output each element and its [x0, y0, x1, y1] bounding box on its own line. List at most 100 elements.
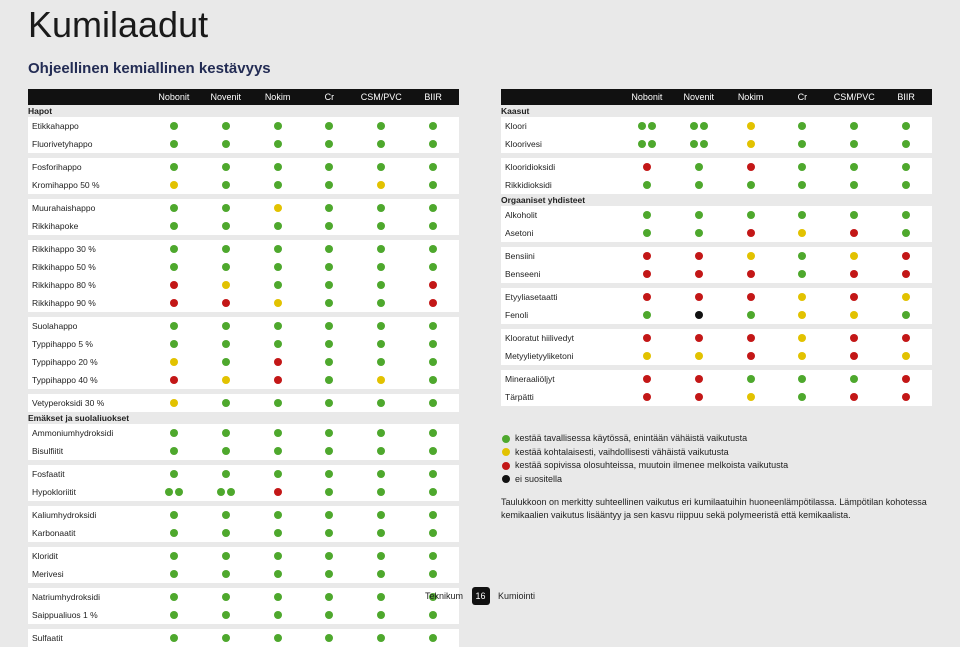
rating-dot	[407, 135, 459, 153]
rating-dot	[880, 117, 932, 135]
row-label: Rikkidioksidi	[501, 176, 621, 194]
rating-dot	[252, 158, 304, 176]
rating-dot	[355, 483, 407, 501]
rating-dot	[303, 258, 355, 276]
row-label: Rikkihappo 30 %	[28, 240, 148, 258]
rating-dot	[880, 388, 932, 406]
row-label: Merivesi	[28, 565, 148, 583]
rating-dot	[621, 117, 673, 135]
rating-dot	[880, 247, 932, 265]
table-row: Mineraaliöljyt	[501, 370, 932, 388]
rating-dot	[673, 176, 725, 194]
rating-dot	[621, 388, 673, 406]
section-header: Orgaaniset yhdisteet	[501, 194, 932, 206]
table-row: Kloorivesi	[501, 135, 932, 153]
rating-dot	[407, 394, 459, 412]
row-label: Ammoniumhydroksidi	[28, 424, 148, 442]
rating-dot	[725, 117, 777, 135]
row-label: Rikkihappo 80 %	[28, 276, 148, 294]
rating-dot	[673, 370, 725, 388]
rating-dot	[252, 565, 304, 583]
rating-dot	[673, 347, 725, 365]
row-label: Rikkihappo 50 %	[28, 258, 148, 276]
table-row: Kromihappo 50 %	[28, 176, 459, 194]
rating-dot	[621, 370, 673, 388]
table-row: Benseeni	[501, 265, 932, 283]
rating-dot	[200, 317, 252, 335]
table-row: Kloori	[501, 117, 932, 135]
legend-text: kestää sopivissa olosuhteissa, muutoin i…	[515, 460, 788, 470]
section-header: Emäkset ja suolaliuokset	[28, 412, 459, 424]
rating-dot	[252, 335, 304, 353]
row-label: Karbonaatit	[28, 524, 148, 542]
table-row: Alkoholit	[501, 206, 932, 224]
rating-dot	[407, 258, 459, 276]
rating-dot	[303, 524, 355, 542]
rating-dot	[200, 240, 252, 258]
rating-dot	[407, 276, 459, 294]
rating-dot	[148, 565, 200, 583]
rating-dot	[725, 370, 777, 388]
rating-dot	[252, 199, 304, 217]
row-label: Klooridioksidi	[501, 158, 621, 176]
rating-dot	[355, 317, 407, 335]
rating-dot	[725, 247, 777, 265]
rating-dot	[407, 317, 459, 335]
table-row: Klooratut hiilivedyt	[501, 329, 932, 347]
table-row: Etyyliasetaatti	[501, 288, 932, 306]
legend: kestää tavallisessa käytössä, enintään v…	[501, 432, 932, 486]
rating-dot	[621, 224, 673, 242]
row-label: Kloorivesi	[501, 135, 621, 153]
rating-dot	[148, 353, 200, 371]
rating-dot	[407, 217, 459, 235]
rating-dot	[303, 240, 355, 258]
row-label: Suolahappo	[28, 317, 148, 335]
rating-dot	[355, 394, 407, 412]
rating-dot	[725, 347, 777, 365]
rating-dot	[303, 335, 355, 353]
rating-dot	[355, 158, 407, 176]
table-row: Rikkihappo 30 %	[28, 240, 459, 258]
table-row: Fosforihappo	[28, 158, 459, 176]
rating-dot	[303, 117, 355, 135]
table-row: Tärpätti	[501, 388, 932, 406]
rating-dot	[880, 135, 932, 153]
rating-dot	[880, 265, 932, 283]
rating-dot	[673, 247, 725, 265]
rating-dot	[673, 306, 725, 324]
row-label: Etikkahappo	[28, 117, 148, 135]
rating-dot	[148, 606, 200, 624]
rating-dot	[673, 224, 725, 242]
rating-dot	[252, 606, 304, 624]
rating-dot	[828, 206, 880, 224]
rating-dot	[303, 217, 355, 235]
rating-dot	[252, 629, 304, 647]
rating-dot	[673, 158, 725, 176]
rating-dot	[407, 176, 459, 194]
legend-text: ei suositella	[515, 474, 562, 484]
rating-dot	[252, 176, 304, 194]
rating-dot	[303, 135, 355, 153]
rating-dot	[828, 306, 880, 324]
table-right: NobonitNovenitNokimCrCSM/PVCBIIR KaasutK…	[501, 89, 932, 406]
table-row: Muurahaishappo	[28, 199, 459, 217]
rating-dot	[880, 329, 932, 347]
rating-dot	[148, 629, 200, 647]
row-label: Typpihappo 40 %	[28, 371, 148, 389]
rating-dot	[252, 276, 304, 294]
rating-dot	[407, 506, 459, 524]
rating-dot	[407, 371, 459, 389]
row-label: Fosfaatit	[28, 465, 148, 483]
rating-dot	[407, 465, 459, 483]
row-label: Benseeni	[501, 265, 621, 283]
rating-dot	[776, 135, 828, 153]
rating-dot	[828, 329, 880, 347]
table-row: Rikkidioksidi	[501, 176, 932, 194]
rating-dot	[828, 117, 880, 135]
rating-dot	[148, 424, 200, 442]
rating-dot	[880, 347, 932, 365]
rating-dot	[303, 353, 355, 371]
rating-dot	[200, 629, 252, 647]
rating-dot	[148, 506, 200, 524]
rating-dot	[303, 629, 355, 647]
